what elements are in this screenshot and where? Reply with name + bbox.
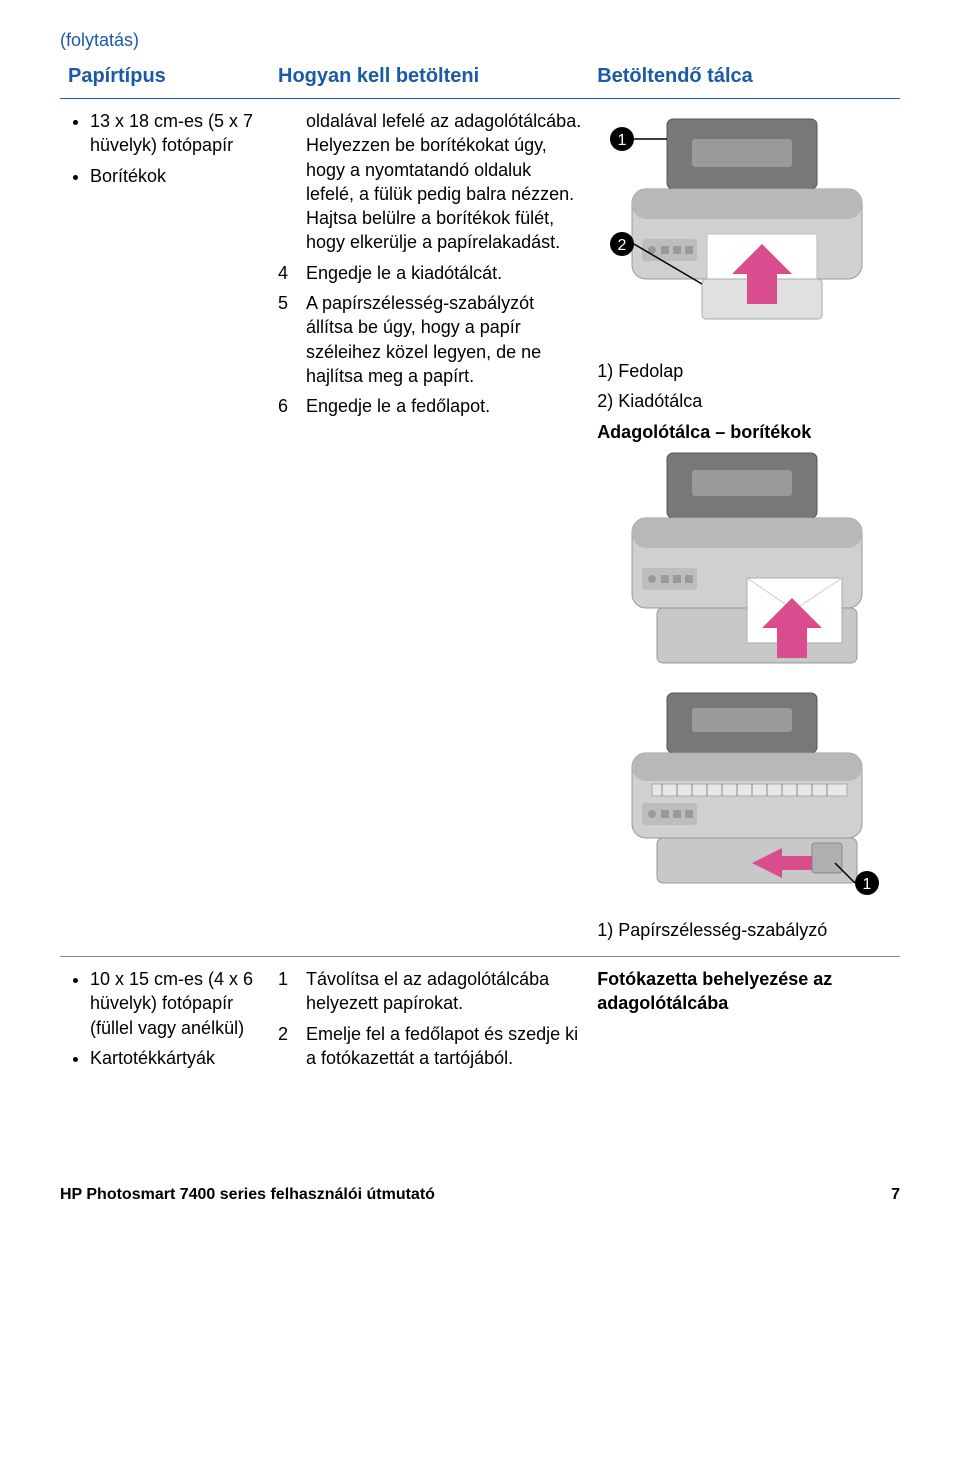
caption-cover: 1) Fedolap [597, 359, 892, 383]
caption-width-guide: 1) Papírszélesség-szabályzó [597, 918, 892, 942]
step-number [278, 109, 292, 255]
step-number: 2 [278, 1022, 292, 1071]
paper-loading-table: Papírtípus Hogyan kell betölteni Betölte… [60, 59, 900, 1086]
header-tray: Betöltendő tálca [589, 59, 900, 99]
continuation-label: (folytatás) [60, 30, 900, 51]
step-text: Engedje le a fedőlapot. [306, 394, 581, 418]
list-item: Borítékok [90, 164, 262, 188]
svg-text:2: 2 [618, 237, 627, 254]
page-footer: HP Photosmart 7400 series felhasználói ú… [60, 1186, 900, 1204]
step-text: Emelje fel a fedőlapot és szedje ki a fo… [306, 1022, 581, 1071]
step-text: oldalával lefelé az adagolótálcába. Hely… [306, 109, 581, 255]
step-number: 4 [278, 261, 292, 285]
step-text: Távolítsa el az adagolótálcába helyezett… [306, 967, 581, 1016]
page-number: 7 [891, 1186, 900, 1204]
caption-input-tray-envelopes: Adagolótálca – borítékok [597, 420, 892, 444]
list-item: Kartotékkártyák [90, 1046, 262, 1070]
printer-illustration-envelope [597, 448, 892, 678]
table-row: 13 x 18 cm-es (5 x 7 hüvelyk) fotópapír … [60, 99, 900, 957]
printer-illustration-width-guide: 1 [597, 688, 892, 908]
header-how-to-load: Hogyan kell betölteni [270, 59, 589, 99]
step-number: 5 [278, 291, 292, 388]
step-number: 1 [278, 967, 292, 1016]
step-number: 6 [278, 394, 292, 418]
paper-type-list: 13 x 18 cm-es (5 x 7 hüvelyk) fotópapír … [68, 109, 262, 188]
list-item: 13 x 18 cm-es (5 x 7 hüvelyk) fotópapír [90, 109, 262, 158]
step-text: Engedje le a kiadótálcát. [306, 261, 581, 285]
step-text: A papírszélesség-szabályzót állítsa be ú… [306, 291, 581, 388]
paper-type-list: 10 x 15 cm-es (4 x 6 hüvelyk) fotópapír … [68, 967, 262, 1070]
caption-photo-cassette: Fotókazetta behelyezése az adagolótálcáb… [597, 967, 892, 1016]
svg-text:1: 1 [863, 876, 872, 893]
caption-output-tray: 2) Kiadótálca [597, 389, 892, 413]
printer-illustration-cover: 1 2 [597, 109, 892, 349]
list-item: 10 x 15 cm-es (4 x 6 hüvelyk) fotópapír … [90, 967, 262, 1040]
header-paper-type: Papírtípus [60, 59, 270, 99]
table-row: 10 x 15 cm-es (4 x 6 hüvelyk) fotópapír … [60, 957, 900, 1087]
steps-list: 1 Távolítsa el az adagolótálcába helyeze… [278, 967, 581, 1070]
svg-text:1: 1 [618, 132, 627, 149]
steps-list: oldalával lefelé az adagolótálcába. Hely… [278, 109, 581, 419]
footer-title: HP Photosmart 7400 series felhasználói ú… [60, 1186, 435, 1204]
